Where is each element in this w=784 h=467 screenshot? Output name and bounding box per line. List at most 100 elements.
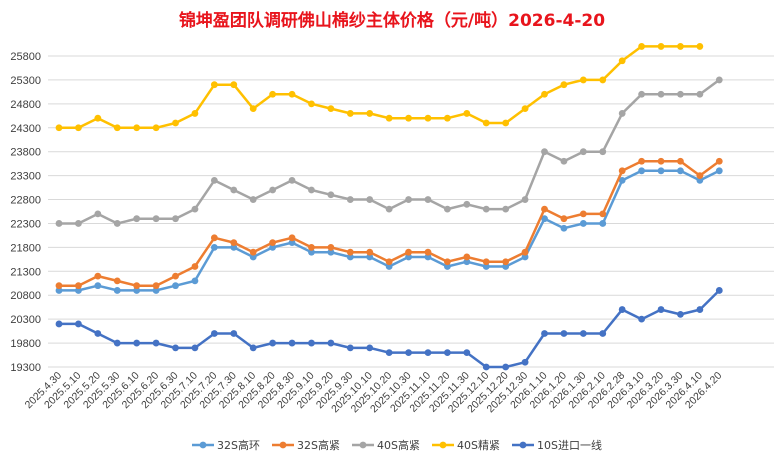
- data-point: [696, 90, 704, 98]
- data-point: [230, 81, 238, 89]
- data-point: [308, 248, 315, 256]
- data-point: [327, 105, 335, 113]
- data-point: [210, 81, 218, 89]
- data-point: [657, 90, 665, 98]
- data-point: [638, 43, 645, 50]
- data-point: [657, 43, 665, 50]
- data-point: [599, 220, 607, 227]
- data-point: [599, 330, 607, 337]
- data-point: [541, 148, 548, 156]
- data-point: [657, 306, 665, 313]
- series-3: [55, 43, 704, 132]
- data-point: [541, 330, 548, 337]
- data-point: [385, 114, 393, 122]
- data-point: [579, 330, 587, 337]
- data-point: [405, 248, 412, 256]
- data-point: [638, 315, 645, 323]
- data-point: [113, 287, 121, 294]
- data-point: [521, 253, 529, 261]
- data-point: [75, 124, 82, 132]
- data-point: [599, 76, 607, 84]
- data-point: [55, 282, 63, 290]
- data-point: [269, 243, 277, 251]
- data-point: [152, 287, 160, 294]
- data-point: [463, 253, 471, 261]
- data-point: [191, 344, 199, 352]
- data-point: [288, 177, 296, 184]
- data-point: [191, 110, 199, 117]
- legend-swatch-marker: [279, 441, 287, 449]
- data-point: [288, 239, 296, 247]
- legend-item: 32S高紧: [272, 438, 340, 452]
- data-point: [55, 287, 63, 294]
- data-point: [579, 220, 587, 227]
- legend-swatch-marker: [439, 441, 447, 449]
- data-point: [346, 253, 354, 261]
- data-point: [230, 239, 238, 247]
- y-tick-label: 21800: [10, 242, 41, 254]
- data-point: [677, 167, 684, 175]
- data-point: [152, 124, 160, 132]
- legend-item: 10S进口一线: [512, 438, 602, 452]
- data-point: [618, 177, 626, 184]
- data-point: [579, 76, 587, 84]
- data-point: [385, 205, 393, 213]
- data-point: [288, 339, 296, 347]
- data-point: [405, 349, 412, 357]
- data-point: [327, 191, 335, 199]
- data-point: [94, 330, 102, 337]
- data-point: [579, 148, 587, 156]
- data-point: [366, 253, 374, 261]
- data-point: [405, 196, 412, 203]
- data-point: [677, 157, 684, 165]
- data-point: [599, 210, 607, 218]
- data-point: [191, 277, 199, 285]
- data-point: [346, 344, 354, 352]
- legend-item: 40S精紧: [432, 439, 500, 452]
- data-point: [308, 243, 315, 251]
- data-point: [94, 272, 102, 280]
- data-point: [210, 234, 218, 242]
- series-0: [55, 167, 723, 294]
- data-point: [366, 248, 374, 256]
- data-point: [502, 119, 510, 127]
- data-point: [696, 172, 704, 180]
- data-point: [113, 277, 121, 285]
- data-point: [521, 105, 529, 113]
- data-point: [677, 90, 684, 98]
- data-point: [366, 110, 374, 117]
- data-point: [327, 243, 335, 251]
- data-point: [75, 282, 82, 290]
- data-point: [385, 263, 393, 270]
- data-point: [249, 248, 257, 256]
- data-point: [113, 220, 121, 227]
- data-point: [715, 157, 723, 165]
- legend-item: 32S高环: [192, 438, 260, 452]
- y-tick-label: 23300: [10, 171, 41, 183]
- data-point: [94, 114, 102, 122]
- data-point: [94, 210, 102, 218]
- data-point: [191, 263, 199, 270]
- data-point: [482, 119, 490, 127]
- data-point: [560, 330, 568, 337]
- data-point: [638, 157, 645, 165]
- data-point: [172, 215, 179, 223]
- data-point: [502, 363, 510, 371]
- data-point: [152, 339, 160, 347]
- data-point: [424, 349, 432, 357]
- data-point: [346, 110, 354, 117]
- y-tick-label: 24300: [10, 123, 41, 135]
- data-point: [696, 43, 704, 50]
- data-point: [444, 258, 451, 266]
- data-point: [502, 205, 510, 213]
- data-point: [482, 263, 490, 270]
- data-point: [541, 90, 548, 98]
- data-point: [502, 263, 510, 270]
- data-point: [424, 196, 432, 203]
- data-point: [463, 200, 471, 208]
- series-line: [59, 45, 700, 130]
- data-point: [113, 124, 121, 132]
- data-point: [657, 167, 665, 175]
